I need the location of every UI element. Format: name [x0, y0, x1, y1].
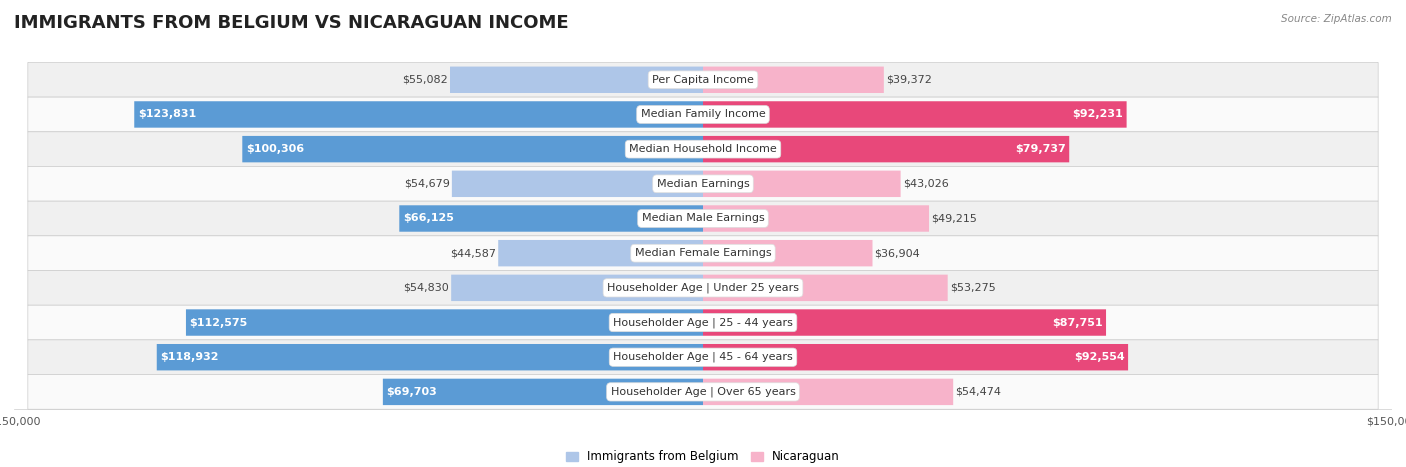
FancyBboxPatch shape [28, 166, 1378, 201]
Text: IMMIGRANTS FROM BELGIUM VS NICARAGUAN INCOME: IMMIGRANTS FROM BELGIUM VS NICARAGUAN IN… [14, 14, 568, 32]
Text: $54,679: $54,679 [404, 179, 450, 189]
FancyBboxPatch shape [28, 97, 1378, 132]
Text: $44,587: $44,587 [450, 248, 496, 258]
Text: $123,831: $123,831 [138, 109, 195, 120]
Text: $36,904: $36,904 [875, 248, 921, 258]
FancyBboxPatch shape [399, 205, 703, 232]
Text: Median Earnings: Median Earnings [657, 179, 749, 189]
Text: $54,830: $54,830 [404, 283, 449, 293]
FancyBboxPatch shape [156, 344, 703, 370]
Text: Median Household Income: Median Household Income [628, 144, 778, 154]
FancyBboxPatch shape [703, 101, 1126, 127]
Text: Median Female Earnings: Median Female Earnings [634, 248, 772, 258]
FancyBboxPatch shape [451, 170, 703, 197]
Text: Householder Age | Over 65 years: Householder Age | Over 65 years [610, 387, 796, 397]
FancyBboxPatch shape [498, 240, 703, 266]
Text: $43,026: $43,026 [903, 179, 949, 189]
FancyBboxPatch shape [28, 201, 1378, 236]
FancyBboxPatch shape [134, 101, 703, 127]
Text: $69,703: $69,703 [387, 387, 437, 397]
Text: $87,751: $87,751 [1052, 318, 1102, 327]
Text: Median Family Income: Median Family Income [641, 109, 765, 120]
FancyBboxPatch shape [703, 240, 873, 266]
FancyBboxPatch shape [703, 205, 929, 232]
FancyBboxPatch shape [28, 270, 1378, 305]
Text: Householder Age | 45 - 64 years: Householder Age | 45 - 64 years [613, 352, 793, 362]
Text: Per Capita Income: Per Capita Income [652, 75, 754, 85]
Text: $54,474: $54,474 [955, 387, 1001, 397]
Text: $53,275: $53,275 [950, 283, 995, 293]
FancyBboxPatch shape [186, 309, 703, 336]
FancyBboxPatch shape [450, 67, 703, 93]
FancyBboxPatch shape [451, 275, 703, 301]
FancyBboxPatch shape [28, 236, 1378, 270]
Text: Source: ZipAtlas.com: Source: ZipAtlas.com [1281, 14, 1392, 24]
Text: $79,737: $79,737 [1015, 144, 1066, 154]
FancyBboxPatch shape [703, 170, 901, 197]
FancyBboxPatch shape [242, 136, 703, 163]
Text: $92,554: $92,554 [1074, 352, 1125, 362]
Text: $92,231: $92,231 [1073, 109, 1123, 120]
FancyBboxPatch shape [382, 379, 703, 405]
Text: $66,125: $66,125 [402, 213, 454, 224]
Text: Householder Age | 25 - 44 years: Householder Age | 25 - 44 years [613, 317, 793, 328]
FancyBboxPatch shape [28, 340, 1378, 375]
FancyBboxPatch shape [703, 136, 1069, 163]
Text: Median Male Earnings: Median Male Earnings [641, 213, 765, 224]
FancyBboxPatch shape [703, 275, 948, 301]
FancyBboxPatch shape [28, 375, 1378, 409]
Text: Householder Age | Under 25 years: Householder Age | Under 25 years [607, 283, 799, 293]
FancyBboxPatch shape [703, 344, 1128, 370]
FancyBboxPatch shape [28, 63, 1378, 97]
Text: $49,215: $49,215 [931, 213, 977, 224]
Text: $100,306: $100,306 [246, 144, 304, 154]
FancyBboxPatch shape [28, 305, 1378, 340]
FancyBboxPatch shape [28, 132, 1378, 166]
Text: $39,372: $39,372 [886, 75, 932, 85]
FancyBboxPatch shape [703, 309, 1107, 336]
FancyBboxPatch shape [703, 67, 884, 93]
Legend: Immigrants from Belgium, Nicaraguan: Immigrants from Belgium, Nicaraguan [561, 446, 845, 467]
Text: $118,932: $118,932 [160, 352, 219, 362]
Text: $112,575: $112,575 [190, 318, 247, 327]
Text: $55,082: $55,082 [402, 75, 449, 85]
FancyBboxPatch shape [703, 379, 953, 405]
